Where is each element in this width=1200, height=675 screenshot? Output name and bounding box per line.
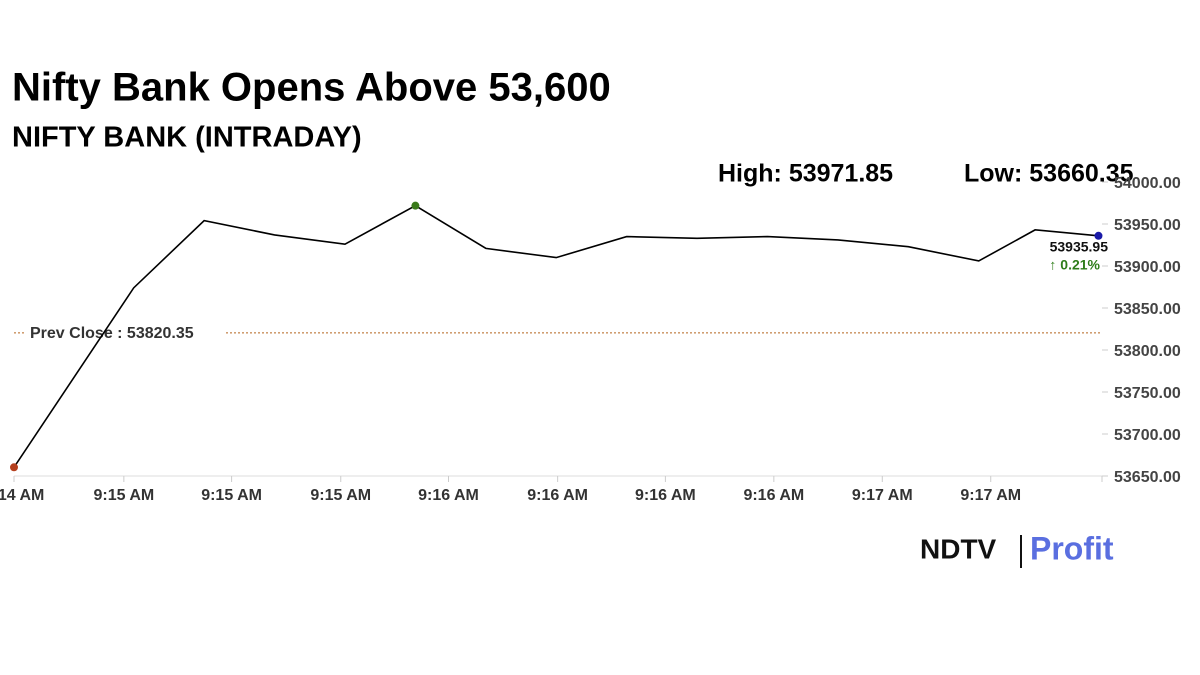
x-tick-label: 9:17 AM — [960, 487, 1021, 504]
y-tick-label: 53800.00 — [1114, 343, 1181, 360]
y-tick-label: 53750.00 — [1114, 385, 1181, 402]
chart-title: Nifty Bank Opens Above 53,600 — [12, 66, 611, 110]
y-tick-label: 53700.00 — [1114, 427, 1181, 444]
x-tick-label: 9:16 AM — [743, 487, 804, 504]
point-marker — [1094, 231, 1103, 240]
prev-close-bg — [26, 320, 226, 345]
prev-close-label: Prev Close : 53820.35 — [30, 325, 194, 342]
chart-subtitle: NIFTY BANK (INTRADAY) — [12, 122, 362, 154]
y-tick-label: 53950.00 — [1114, 217, 1181, 234]
high-label: High: 53971.85 — [718, 160, 893, 188]
x-tick-label: 9:17 AM — [852, 487, 913, 504]
x-tick-label: 9:15 AM — [93, 487, 154, 504]
series-line — [13, 204, 1099, 468]
low-label: Low: 53660.35 — [964, 160, 1134, 188]
change-label: ↑ 0.21% — [1049, 257, 1100, 273]
logo-left: NDTV — [920, 533, 997, 564]
last-value-label: 53935.95 — [1050, 239, 1109, 255]
y-tick-label: 53650.00 — [1114, 469, 1181, 486]
x-tick-label: 9:15 AM — [310, 487, 371, 504]
x-tick-label: 9:16 AM — [418, 487, 479, 504]
point-marker — [10, 463, 18, 472]
y-tick-label: 54000.00 — [1114, 175, 1181, 192]
y-tick-label: 53850.00 — [1114, 301, 1181, 318]
y-tick-label: 53900.00 — [1114, 259, 1181, 276]
x-tick-label: 9:16 AM — [635, 487, 696, 504]
x-tick-label: 9:16 AM — [527, 487, 588, 504]
x-tick-label: 9:14 AM — [0, 487, 44, 504]
point-marker — [411, 201, 420, 210]
x-tick-label: 9:15 AM — [201, 487, 262, 504]
logo-right: Profit — [1030, 530, 1114, 566]
